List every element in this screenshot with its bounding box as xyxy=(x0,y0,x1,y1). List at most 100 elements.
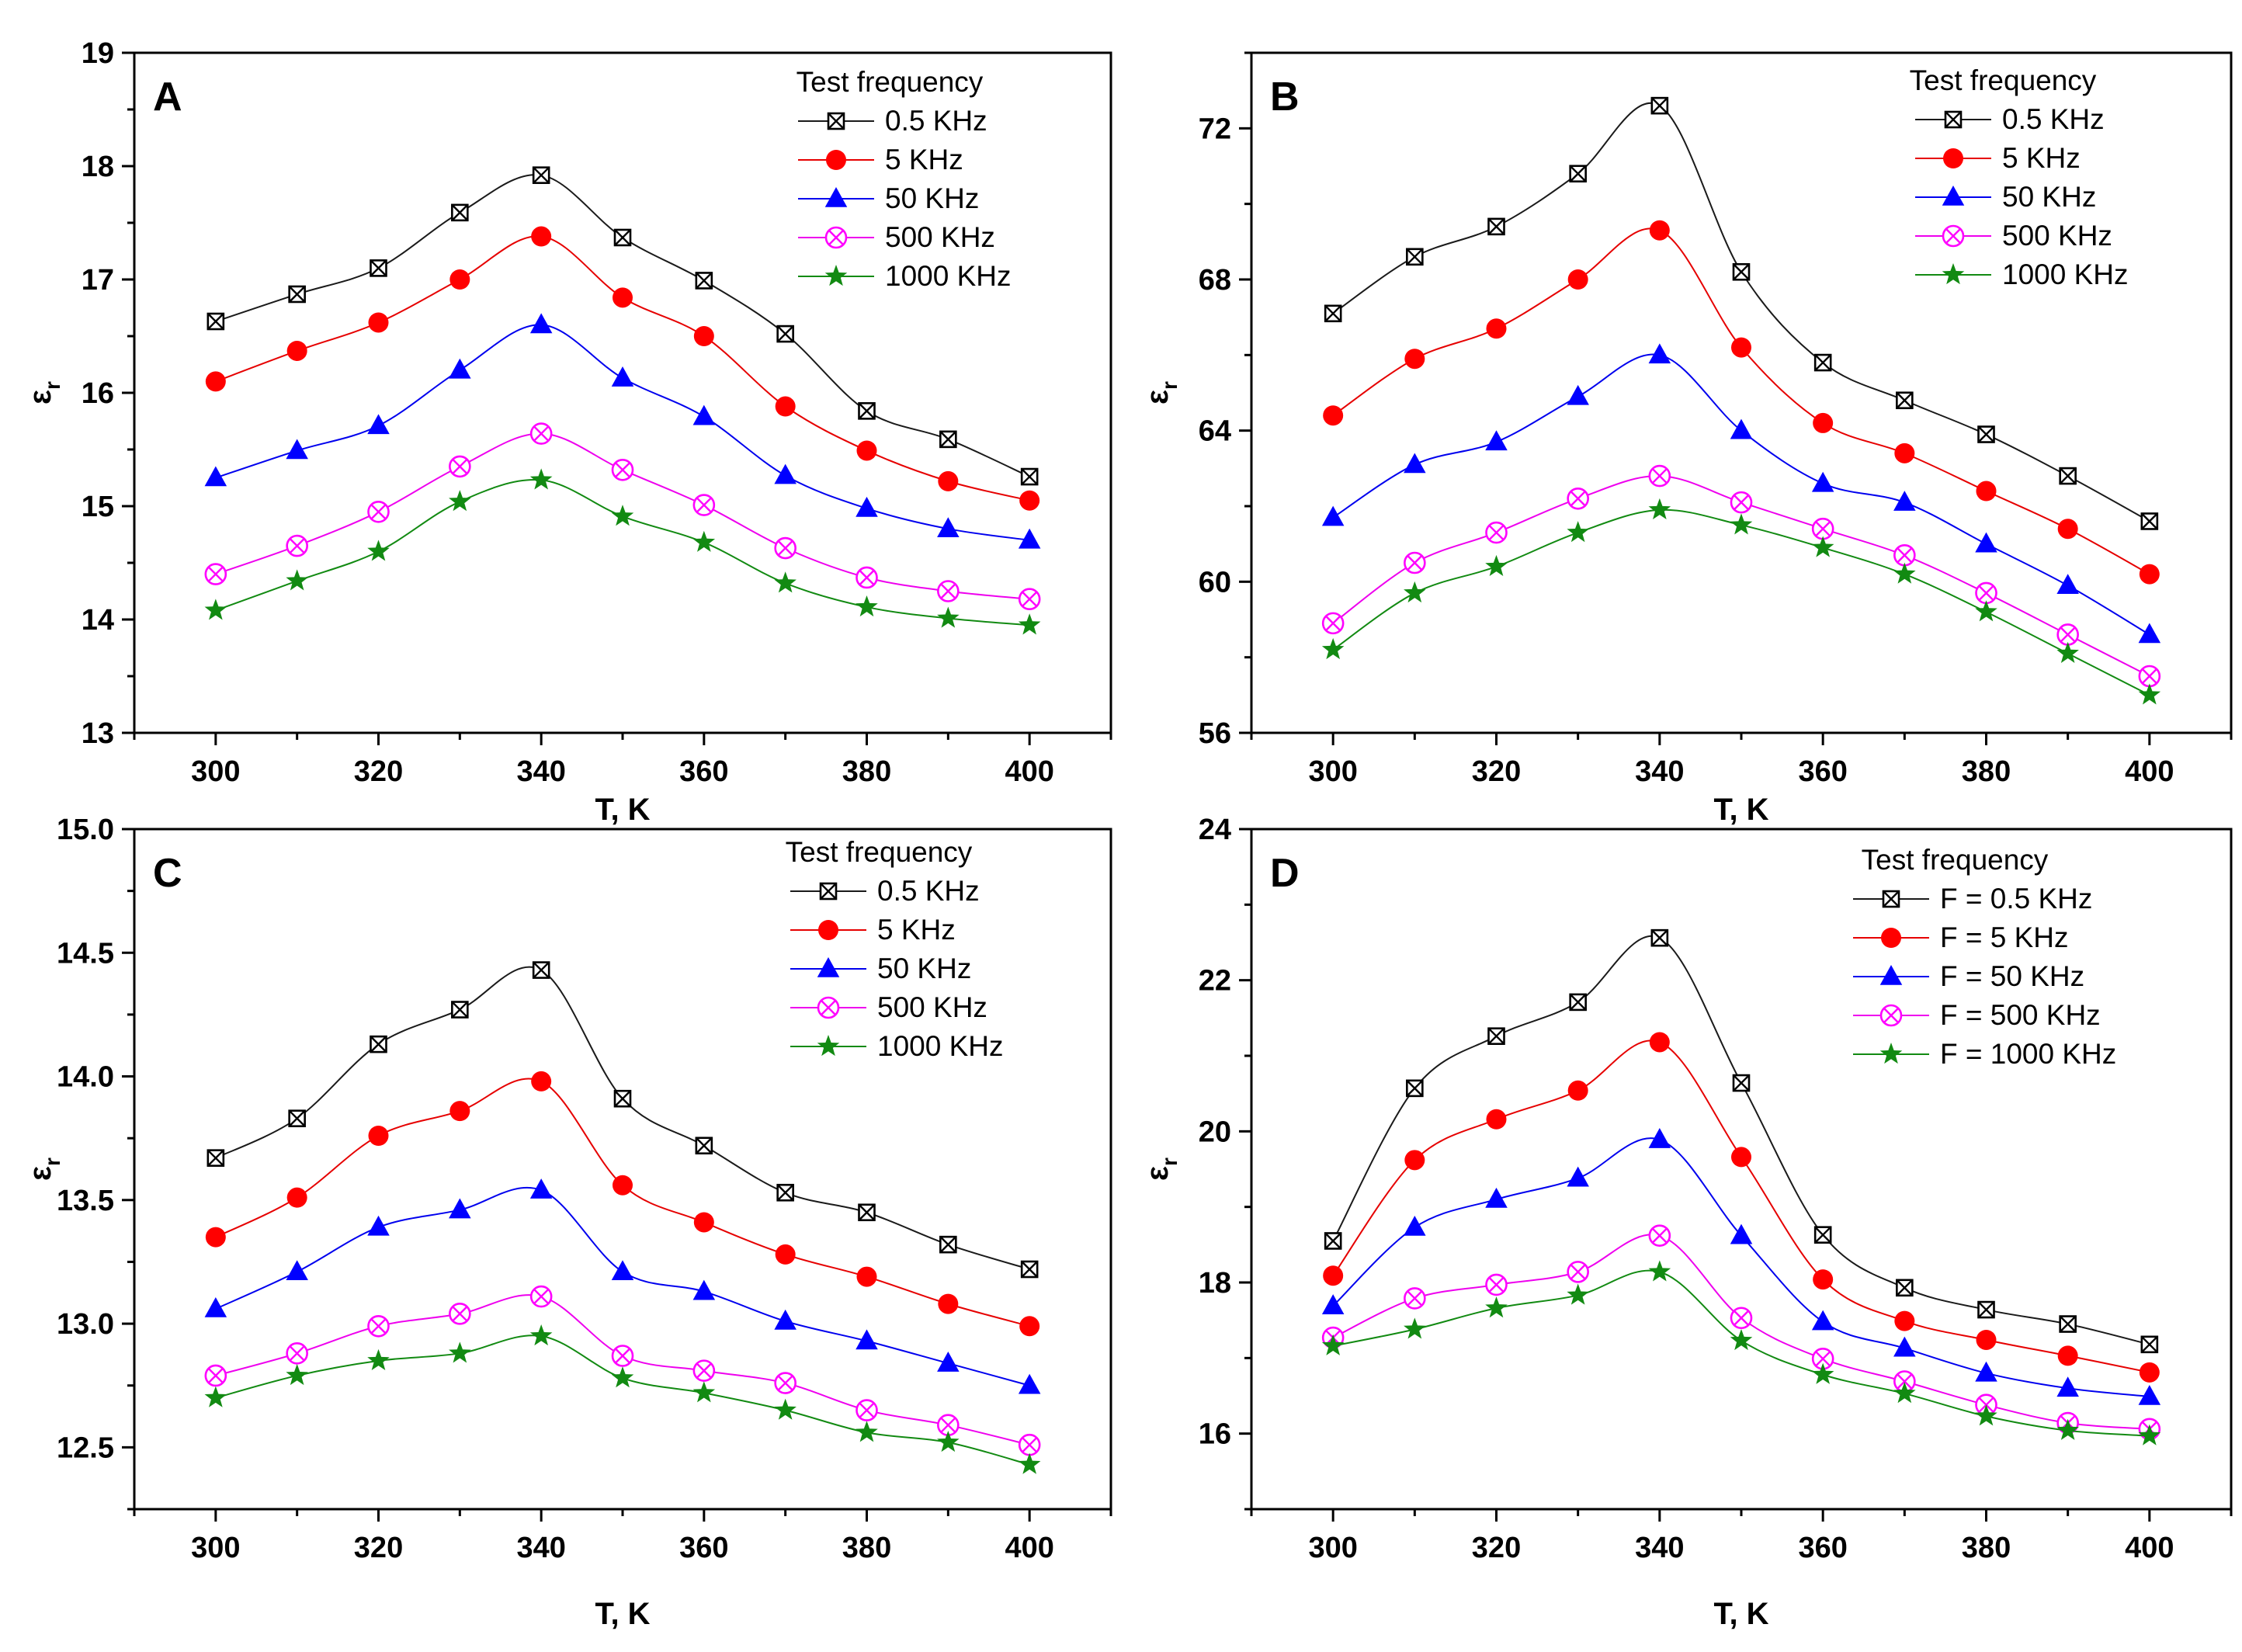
plot-frame xyxy=(1250,828,2233,1511)
data-point xyxy=(2056,574,2079,594)
series-4 xyxy=(204,468,1041,635)
x-axis-label: T, K xyxy=(595,1597,650,1631)
data-point xyxy=(529,1178,553,1199)
y-axis-label: εr xyxy=(23,1157,64,1181)
legend-marker xyxy=(824,226,848,249)
x-tick-label: 340 xyxy=(516,755,565,788)
data-point xyxy=(774,536,796,560)
legend-entry: 1000 KHz xyxy=(1915,259,2129,290)
series-1 xyxy=(1323,1032,2160,1383)
y-axis-label-subscript: r xyxy=(40,1157,64,1166)
x-axis-label: T, K xyxy=(1713,1597,1768,1631)
legend-label: 5 KHz xyxy=(885,144,963,175)
data-point xyxy=(1975,600,1997,622)
data-point xyxy=(774,571,796,593)
panel-c: 300 320 340 360 380 400 12.5 13.0 13.5 14.0 14.5 15… xyxy=(23,814,1112,1631)
data-point xyxy=(367,500,390,523)
data-point xyxy=(1567,269,1588,290)
data-point xyxy=(1567,384,1589,405)
data-point xyxy=(286,439,308,460)
x-axis-label: T, K xyxy=(595,793,650,827)
data-point xyxy=(2138,665,2161,688)
data-point xyxy=(1404,1150,1425,1171)
data-point xyxy=(2056,641,2079,663)
panel-d: 300 320 340 360 380 400 16 18 20 22 24 T, K εr D Test … xyxy=(1140,814,2233,1631)
legend-marker xyxy=(1882,890,1900,908)
data-point xyxy=(858,402,876,420)
series-3 xyxy=(204,422,1041,611)
data-point xyxy=(1811,1310,1834,1331)
data-point xyxy=(286,340,307,361)
data-point xyxy=(1018,613,1041,635)
y-axis-label-symbol: ε xyxy=(23,1166,57,1181)
legend-entry: 0.5 KHz xyxy=(790,875,980,907)
x-tick-label: 340 xyxy=(1635,755,1684,788)
legend-marker xyxy=(1944,110,1963,129)
y-axis-label-subscript: r xyxy=(1157,381,1182,390)
data-point xyxy=(449,1198,471,1219)
series-2 xyxy=(1321,343,2161,644)
data-point xyxy=(938,1293,959,1314)
data-point xyxy=(206,312,225,331)
x-tick-label: 360 xyxy=(1798,1532,1847,1564)
y-tick-label: 14.5 xyxy=(57,937,114,970)
data-point xyxy=(1019,1316,1040,1337)
data-point xyxy=(1485,1296,1508,1318)
data-point xyxy=(695,1137,713,1155)
data-point xyxy=(695,272,713,290)
y-tick-label: 16 xyxy=(82,377,114,410)
y-tick-label: 20 xyxy=(1199,1116,1231,1148)
data-point xyxy=(937,1414,960,1436)
x-tick-label: 320 xyxy=(1472,1532,1521,1564)
data-point xyxy=(2056,1418,2079,1440)
legend: Test frequency 0.5 KHz 5 KHz 50 KHz 500 KHz 1… xyxy=(1910,64,2129,290)
legend-label: 50 KHz xyxy=(2002,181,2096,213)
y-tick-label: 22 xyxy=(1199,965,1231,998)
data-point xyxy=(532,961,550,979)
y-tick-label: 16 xyxy=(1199,1418,1231,1451)
data-point xyxy=(286,1187,307,1208)
series-4 xyxy=(1321,1260,2161,1446)
data-point xyxy=(1020,1260,1039,1279)
legend-entry: 1000 KHz xyxy=(790,1030,1004,1062)
legend-marker xyxy=(827,112,845,130)
data-point xyxy=(1485,521,1508,544)
x-tick-label: 400 xyxy=(2125,1532,2174,1564)
series-4 xyxy=(204,1324,1041,1474)
data-point xyxy=(1730,491,1753,514)
data-point xyxy=(449,1101,470,1122)
data-point xyxy=(529,1324,553,1346)
legend-label: 500 KHz xyxy=(877,991,987,1023)
data-point xyxy=(529,1285,553,1308)
legend-title: Test frequency xyxy=(786,836,973,868)
data-point xyxy=(1730,1328,1753,1351)
data-point xyxy=(204,1296,227,1317)
x-tick-label: 300 xyxy=(191,1532,240,1564)
data-point xyxy=(1893,543,1916,567)
data-point xyxy=(774,463,796,484)
data-point xyxy=(856,566,878,589)
data-point xyxy=(1975,532,1997,553)
legend-entry: F = 50 KHz xyxy=(1853,960,2084,992)
data-point xyxy=(613,1175,633,1196)
data-point xyxy=(286,1363,308,1386)
data-point xyxy=(1975,1404,1997,1426)
data-point xyxy=(1894,1310,1915,1331)
data-point xyxy=(1486,1109,1507,1130)
legend-entry: 0.5 KHz xyxy=(798,105,987,137)
x-axis-label: T, K xyxy=(1713,793,1768,827)
data-point xyxy=(1567,1080,1588,1101)
data-point xyxy=(2138,1384,2161,1405)
data-point xyxy=(1893,1336,1916,1357)
data-point xyxy=(205,371,226,392)
legend-entry: 50 KHz xyxy=(798,182,979,214)
data-point xyxy=(451,203,469,222)
y-tick-label: 15.0 xyxy=(57,814,114,846)
data-point xyxy=(775,396,796,417)
data-point xyxy=(1324,304,1342,323)
data-point xyxy=(1649,1032,1670,1053)
y-tick-label: 15 xyxy=(82,491,114,523)
y-axis-label: εr xyxy=(1140,381,1182,404)
y-tick-label: 13.5 xyxy=(57,1185,114,1217)
